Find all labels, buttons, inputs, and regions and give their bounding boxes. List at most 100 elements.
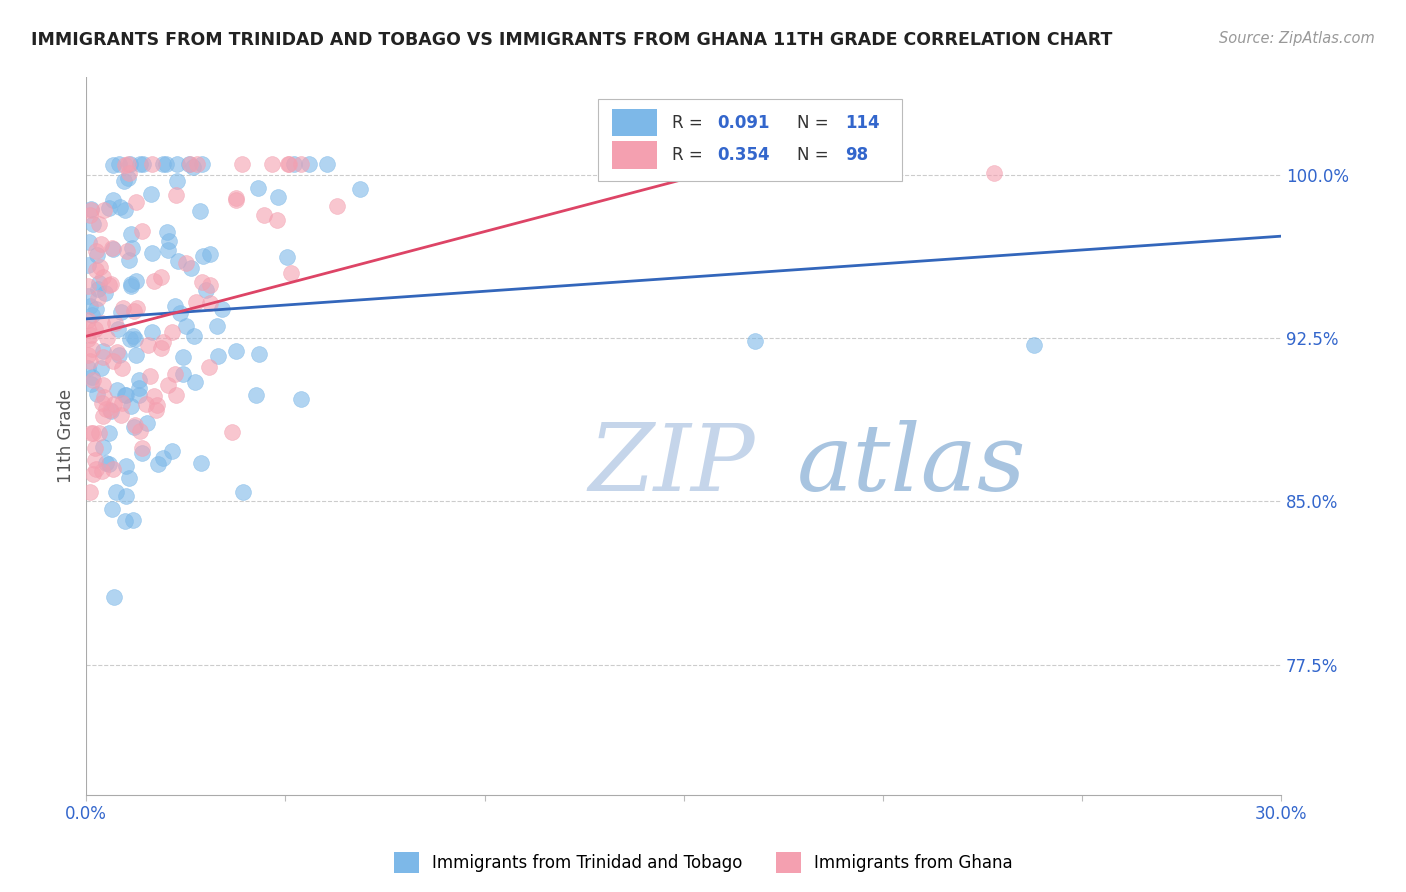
Point	[131, 442, 153, 456]
Point	[77, 312, 100, 326]
Point	[141, 157, 163, 171]
Point	[104, 316, 127, 330]
Point	[91, 464, 114, 478]
Point	[176, 256, 198, 270]
Point	[103, 193, 125, 207]
Point	[101, 157, 124, 171]
Point	[114, 203, 136, 218]
Point	[93, 391, 115, 405]
Point	[245, 388, 267, 402]
Point	[121, 241, 143, 255]
Text: atlas: atlas	[797, 420, 1026, 510]
Point	[86, 302, 108, 317]
Point	[89, 277, 111, 291]
Point	[298, 157, 321, 171]
Text: N =: N =	[797, 146, 834, 164]
Point	[205, 319, 228, 334]
Point	[118, 252, 141, 267]
Point	[136, 416, 159, 430]
Point	[207, 350, 229, 364]
Point	[91, 377, 114, 392]
Point	[84, 461, 107, 475]
Point	[267, 190, 290, 204]
Point	[86, 387, 108, 401]
Point	[152, 450, 174, 465]
Point	[114, 174, 136, 188]
Point	[253, 208, 276, 222]
Point	[122, 420, 145, 434]
Bar	[612, 109, 658, 136]
Point	[105, 344, 128, 359]
Point	[349, 181, 371, 195]
Point	[107, 322, 129, 336]
Y-axis label: 11th Grade: 11th Grade	[58, 389, 75, 483]
Point	[80, 328, 103, 343]
Point	[125, 274, 148, 288]
Point	[77, 278, 100, 293]
Point	[90, 396, 112, 410]
Text: N =: N =	[797, 113, 834, 132]
Point	[211, 301, 233, 316]
Point	[124, 418, 146, 433]
Point	[121, 329, 143, 343]
Point	[77, 322, 100, 336]
Point	[111, 396, 134, 410]
Point	[191, 249, 214, 263]
Point	[290, 157, 312, 171]
Point	[122, 304, 145, 318]
Point	[139, 368, 162, 383]
Point	[108, 157, 131, 171]
Point	[198, 359, 221, 374]
Point	[278, 157, 301, 171]
Point	[167, 253, 190, 268]
Point	[93, 203, 115, 218]
Point	[82, 467, 104, 481]
Point	[177, 157, 200, 171]
Point	[166, 174, 188, 188]
Point	[247, 180, 270, 194]
Point	[101, 502, 124, 516]
Text: ZIP: ZIP	[588, 420, 755, 510]
Point	[225, 191, 247, 205]
Point	[152, 334, 174, 349]
Point	[744, 334, 766, 348]
Point	[96, 331, 118, 345]
Point	[120, 277, 142, 291]
Point	[89, 425, 111, 440]
Text: 98: 98	[845, 146, 868, 164]
Point	[191, 275, 214, 289]
Point	[163, 299, 186, 313]
Point	[87, 292, 110, 306]
Point	[80, 202, 103, 216]
Point	[90, 236, 112, 251]
Point	[128, 374, 150, 388]
Point	[114, 388, 136, 402]
Point	[139, 187, 162, 202]
Point	[103, 397, 125, 411]
Point	[179, 157, 201, 171]
Point	[149, 341, 172, 355]
Point	[98, 202, 121, 216]
Point	[174, 318, 197, 333]
Point	[80, 376, 103, 391]
Point	[186, 157, 208, 171]
Point	[172, 350, 194, 364]
Point	[77, 259, 100, 273]
Point	[165, 187, 187, 202]
Point	[152, 157, 174, 171]
Point	[83, 441, 105, 455]
Point	[94, 286, 117, 301]
Point	[114, 515, 136, 529]
Point	[172, 368, 194, 382]
Point	[80, 308, 103, 322]
Text: Source: ZipAtlas.com: Source: ZipAtlas.com	[1219, 31, 1375, 46]
Point	[190, 456, 212, 470]
Point	[80, 370, 103, 384]
Point	[91, 270, 114, 285]
Point	[77, 360, 100, 375]
Point	[100, 404, 122, 418]
Point	[105, 484, 128, 499]
Point	[131, 446, 153, 460]
Point	[115, 388, 138, 402]
Point	[146, 398, 169, 412]
